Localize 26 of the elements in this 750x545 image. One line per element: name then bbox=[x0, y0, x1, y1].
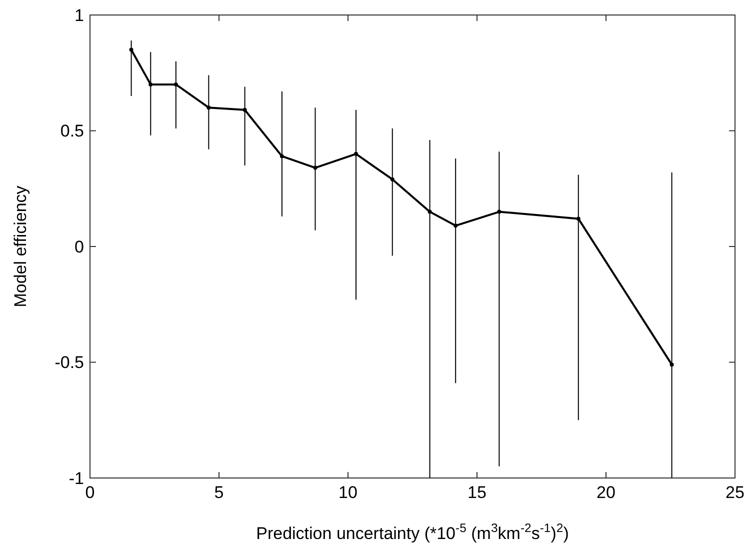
point bbox=[454, 224, 458, 228]
x-tick-label: 15 bbox=[468, 483, 486, 502]
point bbox=[576, 216, 580, 221]
y-axis-title: Model efficiency bbox=[11, 185, 30, 308]
y-tick-label: 1 bbox=[74, 6, 84, 25]
point bbox=[313, 166, 318, 170]
x-tick-label: 20 bbox=[596, 483, 616, 502]
y-tick-label: -1 bbox=[68, 468, 84, 488]
point bbox=[280, 154, 284, 158]
x-tick-label: 10 bbox=[338, 483, 358, 502]
point bbox=[428, 210, 432, 214]
point bbox=[242, 108, 247, 112]
point bbox=[129, 48, 134, 52]
point bbox=[148, 82, 153, 86]
point bbox=[670, 362, 674, 367]
y-tick-label: 0 bbox=[74, 237, 84, 256]
text: Prediction uncertainty (*10$^{-5}$ (m$^{3}$km$^{-2}$s$^{-1}$)$^{2}$) bbox=[256, 521, 569, 543]
point bbox=[354, 152, 358, 156]
point bbox=[497, 210, 502, 214]
x-tick-label: 25 bbox=[726, 483, 744, 502]
point bbox=[390, 177, 394, 182]
point bbox=[174, 82, 178, 86]
y-tick-label: -0.5 bbox=[54, 353, 84, 372]
point bbox=[206, 106, 211, 110]
y-tick-label: 0.5 bbox=[60, 122, 84, 141]
x-tick-label: 5 bbox=[214, 483, 224, 502]
